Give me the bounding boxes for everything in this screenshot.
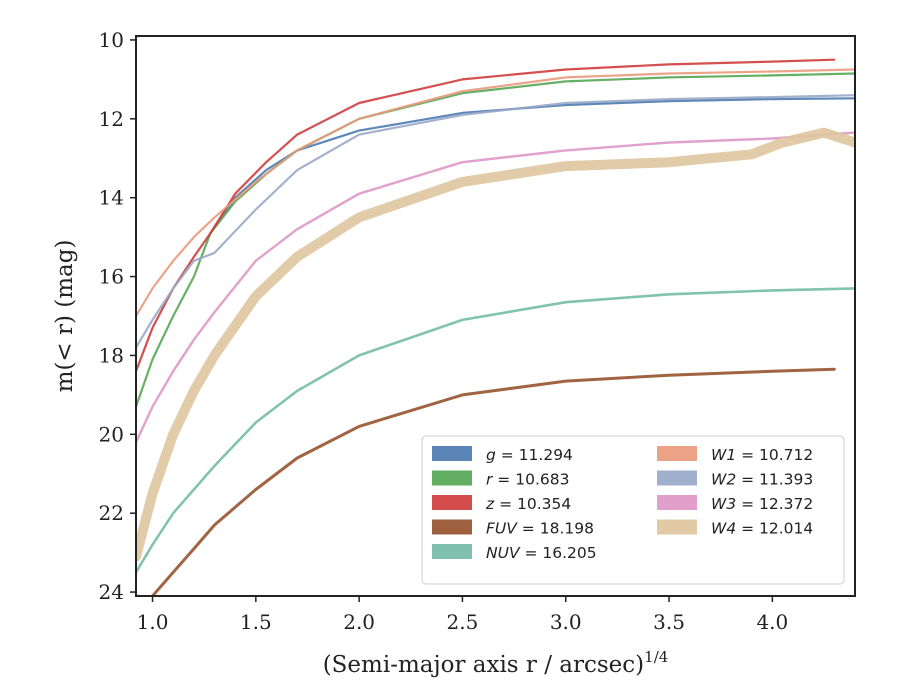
series-line-g [209, 97, 855, 235]
legend-swatch-w2 [657, 470, 697, 486]
legend-label-w4: W4 = 12.014 [711, 520, 813, 538]
x-tick-label: 3.5 [653, 610, 685, 634]
series-line-w4 [136, 127, 855, 562]
legend-swatch-z [432, 495, 472, 510]
plot-frame [135, 35, 856, 597]
legend-label-g: g = 11.294 [486, 446, 573, 464]
series-line-w3 [136, 131, 855, 444]
legend-label-w1: W1 = 10.712 [711, 446, 813, 464]
x-axis: 1.0 1.5 2.0 2.5 3.0 3.5 4.0 [137, 596, 788, 634]
y-tick-label: 20 [99, 422, 124, 446]
y-tick-label: 10 [99, 28, 124, 52]
y-tick-label: 22 [99, 501, 124, 525]
series-line-w1 [136, 68, 855, 318]
legend-swatch-g [432, 446, 472, 461]
y-tick-label: 18 [99, 343, 124, 367]
legend-swatch-r [432, 470, 472, 486]
legend-label-fuv: FUV = 18.198 [486, 520, 594, 538]
legend-box [421, 435, 845, 585]
legend-label-nuv: NUV = 16.205 [486, 544, 597, 562]
legend-swatch-w1 [657, 446, 697, 461]
x-tick-label: 1.0 [137, 610, 169, 634]
legend-swatch-w3 [657, 495, 697, 510]
series-line-w2 [136, 94, 855, 349]
y-tick-label: 16 [99, 265, 124, 289]
series-line-nuv [136, 287, 855, 574]
x-tick-label: 3.0 [550, 610, 582, 634]
series-layer [136, 58, 855, 596]
legend-label-w3: W3 = 12.372 [711, 495, 813, 513]
y-tick-label: 12 [99, 107, 124, 131]
legend-label-r: r = 10.683 [486, 471, 569, 489]
legend-label-w2: W2 = 11.393 [711, 471, 813, 489]
y-tick-label: 24 [99, 580, 124, 604]
x-axis-title: (Semi-major axis r / arcsec)1/4 [323, 648, 669, 678]
x-tick-label: 1.5 [240, 610, 272, 634]
legend: g = 11.294 r = 10.683 z = 10.354 FUV = 18.1… [421, 435, 845, 585]
legend-swatch-fuv [432, 519, 472, 535]
y-axis: 10 12 14 16 18 20 22 24 [99, 28, 136, 604]
legend-label-z: z = 10.354 [485, 495, 571, 513]
y-tick-label: 14 [99, 186, 124, 210]
x-tick-label: 2.5 [447, 610, 479, 634]
x-tick-label: 4.0 [756, 610, 788, 634]
legend-swatch-w4 [657, 519, 697, 535]
x-tick-label: 2.0 [343, 610, 375, 634]
y-axis-title: m(< r) (mag) [52, 240, 78, 393]
legend-swatch-nuv [432, 544, 472, 559]
x-axis-title-exponent: 1/4 [644, 648, 668, 666]
series-line-fuv [151, 367, 836, 596]
